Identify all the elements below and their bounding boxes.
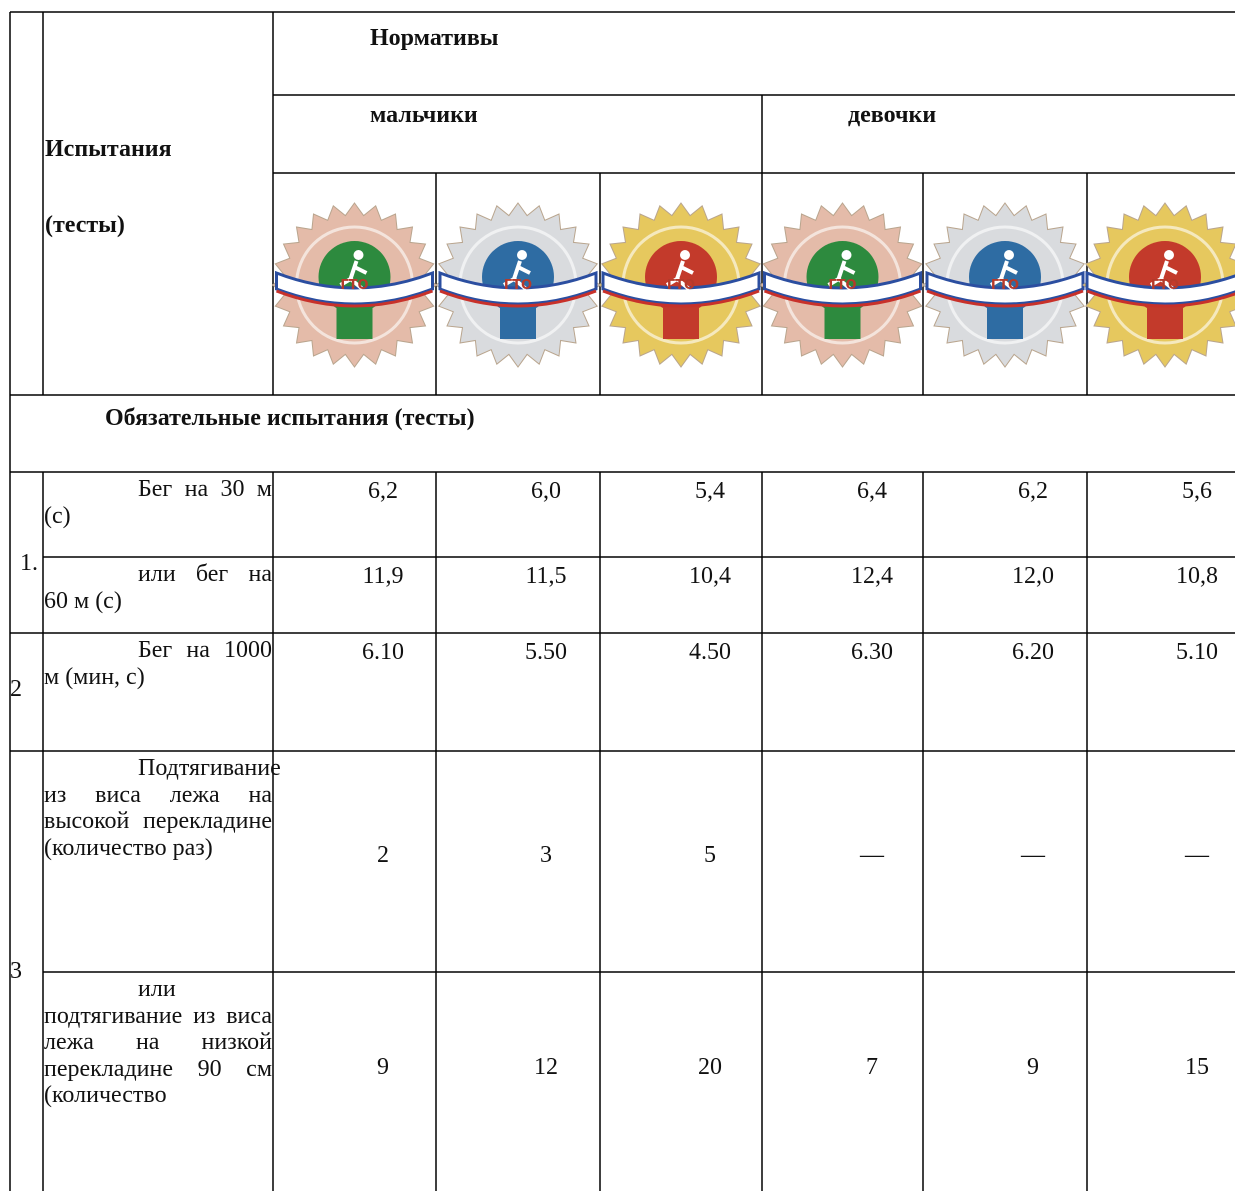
badge-figure (517, 250, 527, 260)
badge-label: ГТО (991, 278, 1019, 293)
value-cell: 7 (866, 1053, 878, 1080)
header-label: Испытания (45, 136, 172, 162)
value-cell: — (1021, 841, 1045, 868)
badge-ribbon-red (275, 289, 434, 308)
row-number: 3 (10, 958, 22, 984)
value-cell: 5.10 (1176, 639, 1218, 665)
badge-ribbon-red (763, 289, 922, 308)
badge: ГТО (598, 202, 764, 368)
badge-figure (1004, 250, 1014, 260)
badge-figure (665, 260, 694, 291)
value-cell: 11,9 (362, 563, 404, 589)
badge-label: ГТО (340, 278, 368, 293)
value-cell: 6.10 (362, 639, 404, 665)
value-cell: 3 (540, 841, 552, 868)
header-norms: Нормативы (370, 25, 499, 51)
badge: ГТО (922, 202, 1088, 368)
group-label: девочки (848, 102, 937, 128)
group-label: мальчики (370, 102, 478, 128)
badge-figure (1164, 250, 1174, 260)
value-cell: 20 (698, 1053, 722, 1080)
badge-label: ГТО (828, 278, 856, 293)
value-cell: 11,5 (525, 563, 567, 589)
badge-figure (680, 250, 690, 260)
badge: ГТО (759, 202, 926, 368)
value-cell: 9 (377, 1053, 389, 1080)
badge-label: ГТО (504, 278, 532, 293)
value-cell: 5,4 (695, 478, 725, 504)
value-cell: 12 (534, 1053, 558, 1080)
badge-ribbon (601, 270, 761, 306)
badge-figure (502, 260, 531, 291)
badge-ribbon (763, 270, 922, 306)
badge-ribbon-red (602, 289, 760, 308)
test-name: или подтягивание из виса лежа на низкой … (44, 976, 272, 1108)
test-name: Бег на 1000 м (мин, с) (44, 637, 272, 690)
badge-figure (989, 260, 1018, 291)
value-cell: 6,0 (531, 478, 561, 504)
value-cell: 12,0 (1012, 563, 1054, 589)
badge-label: ГТО (1151, 278, 1179, 293)
value-cell: 5.50 (525, 639, 567, 665)
badge-figure (841, 250, 852, 260)
section-title: Обязательные испытания (тесты) (105, 405, 475, 431)
badge-figure (1149, 260, 1178, 291)
badge: ГТО (271, 202, 438, 368)
value-cell: — (860, 841, 884, 868)
value-cell: 6.30 (851, 639, 893, 665)
badge-ribbon (925, 270, 1085, 306)
value-cell: 5,6 (1182, 478, 1212, 504)
row-number: 2 (10, 676, 22, 702)
value-cell: 2 (377, 841, 389, 868)
value-cell: 10,4 (689, 563, 731, 589)
value-cell: 12,4 (851, 563, 893, 589)
badge-ribbon-red (926, 289, 1084, 308)
header-label: (тесты) (45, 212, 125, 238)
value-cell: 15 (1185, 1053, 1209, 1080)
badge-figure (827, 260, 856, 291)
value-cell: 6,2 (1018, 478, 1048, 504)
test-name: или бег на 60 м (с) (44, 561, 272, 614)
value-cell: 10,8 (1176, 563, 1218, 589)
value-cell: 6.20 (1012, 639, 1054, 665)
badge-ribbon-red (1086, 289, 1235, 308)
value-cell: 6,2 (368, 478, 398, 504)
test-name: Подтягивание из виса лежа на высокой пер… (44, 755, 281, 861)
value-cell: 5 (704, 841, 716, 868)
badge-ribbon-red (439, 289, 597, 308)
badge: ГТО (1082, 202, 1235, 368)
badge-ribbon (275, 270, 434, 306)
badge: ГТО (435, 202, 601, 368)
value-cell: 4.50 (689, 639, 731, 665)
badge-figure (339, 260, 368, 291)
row-number: 1. (20, 550, 38, 576)
value-cell: 6,4 (857, 478, 887, 504)
badge-ribbon (438, 270, 598, 306)
value-cell: — (1185, 841, 1209, 868)
test-name: Бег на 30 м (с) (44, 476, 272, 529)
badge-ribbon (1085, 270, 1235, 306)
badge-label: ГТО (667, 278, 695, 293)
badge-figure (353, 250, 364, 260)
value-cell: 9 (1027, 1053, 1039, 1080)
